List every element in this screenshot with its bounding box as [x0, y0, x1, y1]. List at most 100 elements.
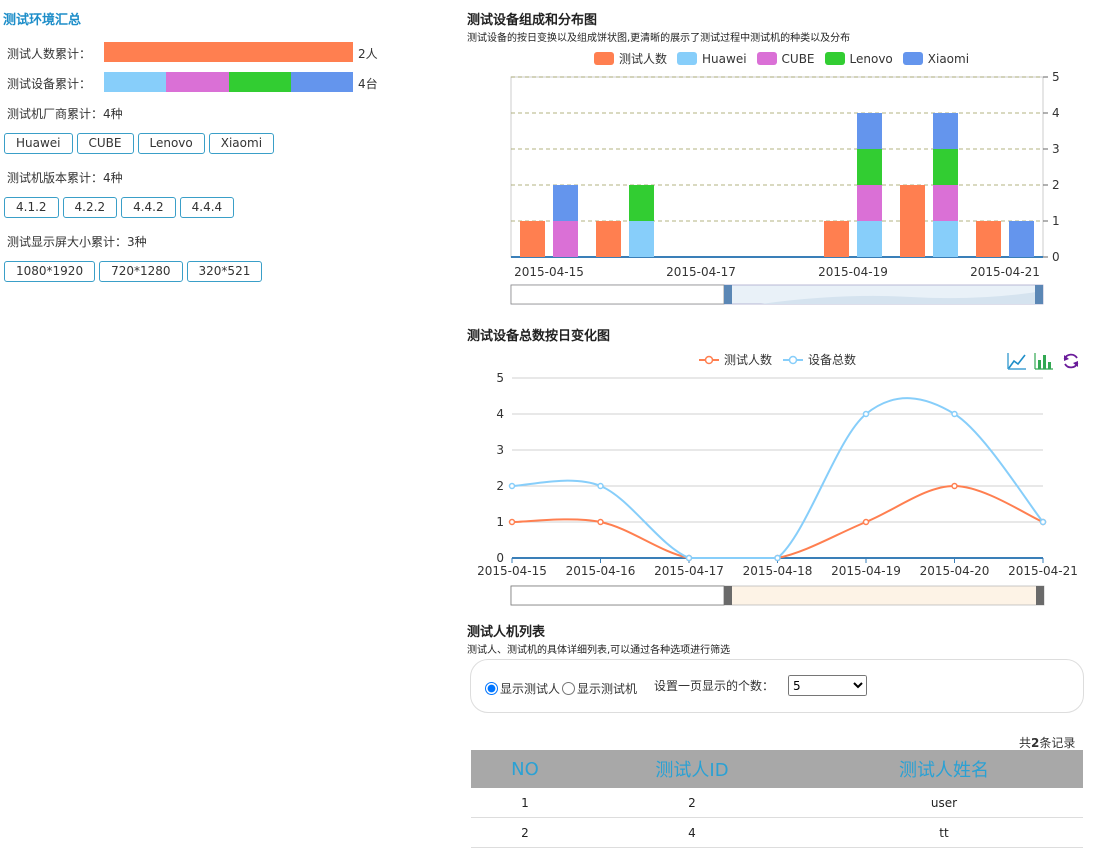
people-table: NO 测试人ID 测试人姓名 1 2 user 2 4 tt	[471, 750, 1083, 848]
version-tag[interactable]: 4.4.4	[179, 197, 235, 218]
y-tick-label: 0	[1052, 250, 1060, 264]
legend-swatch	[824, 52, 845, 65]
column-header-id[interactable]: 测试人ID	[579, 750, 805, 788]
plot-area-border	[510, 76, 1044, 258]
radio-show-people-input[interactable]	[485, 682, 498, 695]
legend-line-marker	[699, 355, 719, 364]
y-tick-label: 4	[1052, 106, 1060, 120]
zoom-handle	[724, 586, 732, 605]
bar-segment	[553, 221, 578, 257]
legend-xiaomi[interactable]: Xiaomi	[902, 50, 970, 67]
table-row[interactable]: 2 4 tt	[471, 817, 1083, 848]
x-tick-label: 2015-04-21	[970, 265, 1040, 279]
version-tag[interactable]: 4.4.2	[121, 197, 176, 218]
bar-segment	[933, 185, 958, 221]
x-tick-label: 2015-04-18	[743, 564, 813, 578]
legend-swatch	[677, 52, 698, 65]
page-size-select[interactable]: 5	[788, 675, 867, 696]
version-tags: 4.1.2 4.2.2 4.4.2 4.4.4	[4, 197, 238, 218]
line-section-title: 测试设备总数按日变化图	[467, 329, 611, 344]
zoom-preview	[761, 291, 1043, 304]
bar-segment	[629, 221, 654, 257]
data-point	[951, 482, 958, 490]
cell-no: 1	[471, 788, 579, 818]
data-point	[774, 554, 781, 562]
legend-people[interactable]: 测试人数	[594, 50, 667, 67]
y-tick-label: 5	[496, 371, 504, 385]
cell-id: 2	[579, 788, 805, 818]
record-count-number: 2	[1031, 736, 1040, 750]
y-tick-label: 4	[496, 407, 504, 421]
people-count-bar	[104, 42, 353, 62]
radio-show-devices-input[interactable]	[562, 682, 575, 695]
y-tick-label: 5	[1052, 70, 1060, 84]
bar-chart-icon[interactable]	[1034, 351, 1054, 371]
line-chart-icon[interactable]	[1007, 351, 1027, 371]
legend-swatch	[594, 52, 614, 65]
radio-show-people[interactable]: 显示测试人	[485, 680, 560, 697]
cell-name: user	[805, 788, 1083, 818]
screen-tags: 1080*1920 720*1280 320*521	[4, 261, 266, 282]
bar-segment	[933, 113, 958, 149]
chart-toolbox	[1007, 351, 1081, 371]
zoom-handle	[1035, 285, 1043, 304]
radio-show-devices[interactable]: 显示测试机	[562, 680, 637, 697]
y-tick-label: 1	[1052, 214, 1060, 228]
x-tick-label: 2015-04-16	[566, 564, 636, 578]
column-header-name[interactable]: 测试人姓名	[805, 750, 1083, 788]
bar-segment	[976, 221, 1001, 257]
filter-panel: 显示测试人 显示测试机 设置一页显示的个数： 5	[470, 659, 1084, 713]
data-point	[597, 482, 604, 490]
vendor-tags: Huawei CUBE Lenovo Xiaomi	[4, 133, 278, 154]
legend-cube[interactable]: CUBE	[756, 50, 815, 67]
legend-label: CUBE	[781, 51, 815, 66]
record-count: 共2条记录	[1019, 734, 1075, 751]
page-size-label: 设置一页显示的个数：	[654, 679, 775, 693]
screen-tag[interactable]: 320*521	[186, 261, 263, 282]
table-header-row: NO 测试人ID 测试人姓名	[471, 750, 1083, 788]
x-tick-label: 2015-04-21	[1008, 564, 1078, 578]
device-bar-huawei	[104, 72, 167, 92]
screen-tag[interactable]: 1080*1920	[4, 261, 96, 282]
version-tag[interactable]: 4.2.2	[62, 197, 118, 218]
bar-segment	[900, 185, 925, 257]
device-bar-lenovo	[228, 72, 291, 92]
screen-count-label: 测试显示屏大小累计：3种	[7, 235, 147, 249]
device-bar-xiaomi	[290, 72, 353, 92]
legend-label: Huawei	[702, 51, 747, 66]
column-header-no[interactable]: NO	[471, 750, 579, 788]
bar-section-subtitle: 测试设备的按日变换以及组成饼状图,更清晰的展示了测试过程中测试机的种类以及分布	[467, 33, 851, 44]
data-point	[1039, 518, 1047, 526]
summary-title: 测试环境汇总	[3, 13, 82, 28]
x-tick-label: 2015-04-15	[477, 564, 547, 578]
legend-total-line[interactable]: 设备总数	[782, 351, 856, 368]
vendor-tag[interactable]: CUBE	[76, 133, 134, 154]
bar-section-title: 测试设备组成和分布图	[467, 13, 598, 28]
legend-label: Xiaomi	[927, 51, 970, 66]
legend-lenovo[interactable]: Lenovo	[824, 50, 893, 67]
x-tick-label: 2015-04-20	[920, 564, 990, 578]
table-row[interactable]: 1 2 user	[471, 788, 1083, 818]
vendor-tag[interactable]: Xiaomi	[208, 133, 275, 154]
legend-label: 设备总数	[808, 353, 857, 367]
data-point	[508, 482, 516, 490]
refresh-icon[interactable]	[1061, 351, 1081, 371]
bar-segment	[857, 185, 882, 221]
legend-huawei[interactable]: Huawei	[677, 50, 747, 67]
x-tick-label: 2015-04-17	[654, 564, 724, 578]
y-tick-label: 2	[496, 479, 504, 493]
zoom-handle	[1036, 586, 1044, 605]
version-tag[interactable]: 4.1.2	[4, 197, 59, 218]
series-line	[511, 397, 1044, 560]
record-count-suffix: 条记录	[1039, 736, 1076, 750]
legend-people-line[interactable]: 测试人数	[698, 351, 772, 368]
y-tick-label: 3	[1052, 142, 1060, 156]
device-count-bar	[104, 72, 353, 92]
bar-segment	[1009, 221, 1034, 257]
vendor-tag[interactable]: Lenovo	[137, 133, 205, 154]
device-total-line-chart: 0 1 2 3 4 5 2015-04-15 2015-04-16 2015-04-17 2015…	[477, 371, 1078, 606]
vendor-tag[interactable]: Huawei	[4, 133, 73, 154]
screen-tag[interactable]: 720*1280	[99, 261, 183, 282]
y-tick-label: 0	[496, 551, 504, 565]
record-count-prefix: 共	[1019, 736, 1032, 750]
